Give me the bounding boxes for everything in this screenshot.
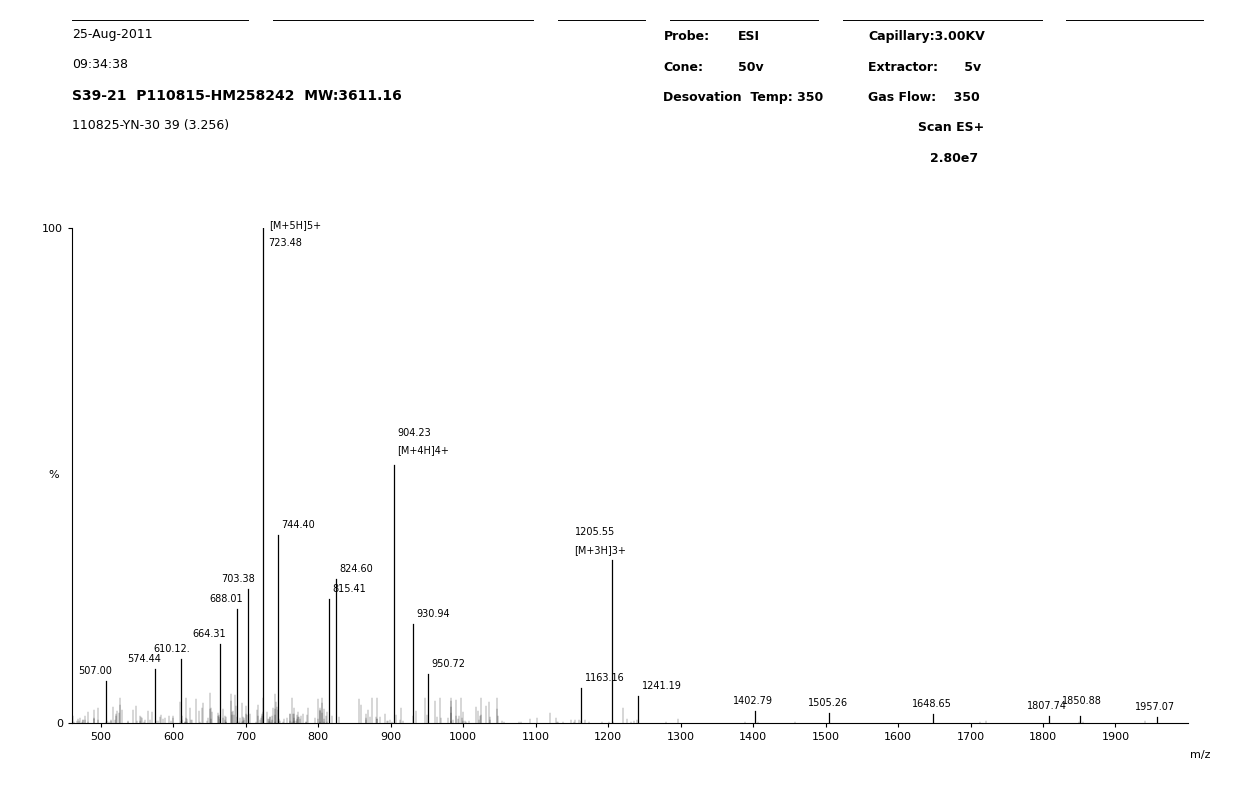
Text: 610.12.: 610.12.: [154, 644, 190, 654]
Text: 1505.26: 1505.26: [807, 698, 848, 708]
Text: 1648.65: 1648.65: [911, 699, 951, 710]
Text: 1850.88: 1850.88: [1061, 696, 1101, 706]
Text: Gas Flow:    350: Gas Flow: 350: [868, 91, 980, 104]
Text: 815.41: 815.41: [332, 584, 366, 594]
Text: 723.48: 723.48: [269, 237, 303, 248]
Text: m/z: m/z: [1190, 750, 1210, 761]
Text: 904.23: 904.23: [398, 428, 432, 438]
Text: ESI: ESI: [738, 30, 760, 43]
Text: Cone:: Cone:: [663, 61, 703, 74]
Text: 25-Aug-2011: 25-Aug-2011: [72, 28, 153, 41]
Text: 688.01: 688.01: [210, 594, 243, 604]
Text: 1205.55: 1205.55: [574, 527, 615, 537]
Text: Scan ES+: Scan ES+: [918, 121, 983, 134]
Text: [M+5H]5+: [M+5H]5+: [269, 221, 321, 230]
Text: Capillary:3.00KV: Capillary:3.00KV: [868, 30, 985, 43]
Text: 703.38: 703.38: [221, 574, 254, 584]
Text: Desovation  Temp: 350: Desovation Temp: 350: [663, 91, 823, 104]
Text: 1957.07: 1957.07: [1135, 702, 1176, 712]
Text: Extractor:      5v: Extractor: 5v: [868, 61, 981, 74]
Text: 664.31: 664.31: [192, 629, 226, 639]
Text: [M+3H]3+: [M+3H]3+: [574, 545, 626, 555]
Text: 110825-YN-30 39 (3.256): 110825-YN-30 39 (3.256): [72, 119, 229, 132]
Text: S39-21  P110815-HM258242  MW:3611.16: S39-21 P110815-HM258242 MW:3611.16: [72, 89, 402, 103]
Text: 930.94: 930.94: [417, 609, 450, 619]
Text: 824.60: 824.60: [340, 564, 373, 574]
Text: [M+4H]4+: [M+4H]4+: [398, 446, 449, 455]
Text: 1402.79: 1402.79: [733, 696, 774, 706]
Text: 507.00: 507.00: [78, 666, 113, 676]
Text: Probe:: Probe:: [663, 30, 709, 43]
Text: %: %: [48, 471, 58, 480]
Text: 950.72: 950.72: [432, 658, 465, 669]
Text: 50v: 50v: [738, 61, 764, 74]
Text: 1241.19: 1241.19: [641, 681, 682, 691]
Text: 2.80e7: 2.80e7: [930, 152, 978, 165]
Text: 574.44: 574.44: [128, 654, 161, 664]
Text: 1163.16: 1163.16: [585, 674, 625, 683]
Text: 744.40: 744.40: [281, 520, 315, 530]
Text: 09:34:38: 09:34:38: [72, 58, 128, 71]
Text: 1807.74: 1807.74: [1027, 701, 1066, 711]
